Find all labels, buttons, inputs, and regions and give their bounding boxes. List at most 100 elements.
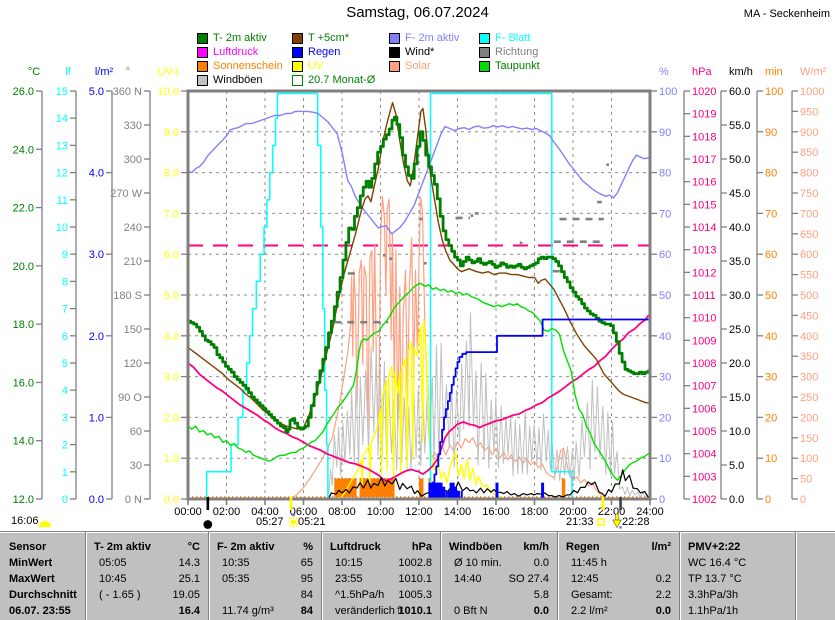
series-wind: [188, 469, 650, 500]
sunrise-sun-icon: [287, 513, 300, 528]
axis-value-min: 10: [765, 453, 777, 465]
axis-value-lm2: 0.0: [89, 494, 104, 506]
table-header-unit: °C: [187, 541, 200, 553]
table-separator: [795, 532, 797, 620]
axis-value-wm2: 200: [800, 412, 818, 424]
legend-item-wind-: Wind*: [389, 45, 459, 59]
table-cell-value: 0.0: [655, 605, 671, 617]
table-row-segment: 11:45 h: [557, 555, 679, 571]
table-row-segment: 05:05 14.3: [85, 555, 208, 571]
table-row-segment: 10:15 1002.8: [321, 555, 440, 571]
axis-value-wm2: 450: [800, 310, 818, 322]
half-sun-icon: [39, 521, 51, 527]
axis-value-lf: 10: [56, 222, 68, 234]
legend-column: T +5cm* Regen UV 20.7 Monat-Ø: [292, 31, 375, 87]
table-row-segment: 10:35 65: [208, 555, 321, 571]
axis-value-C: 12.0: [13, 494, 34, 506]
axis-unit-lf: lf: [65, 66, 71, 78]
table-row-segment: ( - 1.65 ) 19.05: [85, 587, 208, 603]
axis-value-deg: 330: [124, 120, 142, 132]
axis-value-lf: 11: [57, 195, 68, 207]
legend-column: T- 2m aktiv Luftdruck Sonnenschein Windböen: [197, 31, 283, 87]
axis-value-lf: 8: [62, 276, 68, 288]
sunset-time-a: 21:33: [566, 516, 594, 528]
axis-value-lf: 12: [56, 168, 68, 180]
table-header-name: F- 2m aktiv: [217, 541, 275, 553]
legend-item-t-2m-aktiv: T- 2m aktiv: [197, 31, 283, 45]
axis-value-wm2: 150: [800, 433, 818, 445]
axis-value-pct: 0: [659, 494, 665, 506]
x-tick-label: 16:00: [482, 506, 510, 518]
legend-column: F- Blatt Richtung Taupunkt: [479, 31, 540, 73]
axis-value-uv: 5.0: [164, 290, 179, 302]
legend-label: Luftdruck: [213, 46, 259, 58]
table-header-name: Windböen: [449, 541, 503, 553]
x-tick-label: 20:00: [559, 506, 587, 518]
legend-swatch-icon: [197, 46, 208, 58]
table-cell-value: 14.3: [178, 557, 200, 569]
sunshine-block: [334, 478, 357, 497]
axis-value-uv: 4.0: [164, 331, 179, 343]
x-tick-label: 18:00: [521, 506, 549, 518]
moonrise-time: 22:28: [622, 516, 650, 528]
axis-unit-kmh: km/h: [729, 66, 753, 78]
table-header-unit: km/h: [523, 541, 549, 553]
table-row-segment: 23:55 1010.1: [321, 571, 440, 587]
axis-value-wm2: 950: [800, 106, 818, 118]
direction-dot: [519, 241, 523, 245]
legend-swatch-icon: [389, 32, 400, 44]
sensor-summary-table: Sensor T- 2m aktiv °C F- 2m aktiv% Luftdruck…: [0, 531, 835, 620]
x-tick-label: 08:00: [328, 506, 356, 518]
legend-label: 20.7 Monat-Ø: [308, 74, 376, 86]
legend-swatch-icon: [479, 46, 490, 58]
table-row-segment: 10:45 25.1: [85, 571, 208, 587]
plot-border: [186, 89, 652, 501]
table-cell-value: 0.0: [533, 605, 549, 617]
table-cell-value: 84: [300, 605, 313, 617]
table-cell-time: ^1.5hPa/h: [335, 589, 385, 601]
legend-label: T +5cm*: [308, 32, 350, 44]
axis-value-hpa: 1013: [692, 245, 716, 257]
axis-value-uv: 3.0: [164, 372, 179, 384]
legend-column: F- 2m aktiv Wind* Solar: [389, 31, 459, 73]
rain-bar: [432, 482, 437, 499]
axis-value-uv: 10.0: [158, 86, 179, 98]
axis-value-hpa: 1012: [692, 267, 716, 279]
axis-value-wm2: 0: [800, 494, 806, 506]
axis-value-wm2: 500: [800, 290, 818, 302]
rain-bar: [541, 482, 545, 499]
direction-dot: [383, 254, 386, 257]
x-tick-label: 02:00: [213, 506, 241, 518]
axis-value-min: 40: [765, 331, 777, 343]
axis-value-deg: 360 N: [113, 86, 142, 98]
legend-label: Solar: [405, 60, 431, 72]
axis-value-wm2: 850: [800, 147, 818, 159]
axis-value-kmh: 60.0: [729, 86, 750, 98]
table-cell-value: SO 27.4: [508, 573, 549, 585]
table-row-segment: Windböen km/h: [440, 539, 557, 555]
axis-unit-deg: °: [126, 66, 130, 78]
series-t2m: [188, 115, 650, 434]
rain-bar: [454, 486, 458, 499]
table-row-segment: 1.1hPa/1h: [679, 603, 795, 619]
table-cell-value: 1010.1: [398, 605, 432, 617]
axis-value-min: 0: [765, 494, 771, 506]
table-header-unit: %: [303, 541, 313, 553]
axis-value-hpa: 1010: [692, 313, 716, 325]
axis-value-lf: 15: [56, 86, 68, 98]
axis-value-min: 80: [765, 168, 777, 180]
axis-value-wm2: 900: [800, 127, 818, 139]
axis-value-lf: 7: [62, 304, 68, 316]
axis-value-hpa: 1004: [692, 449, 716, 461]
legend-label: Windböen: [213, 74, 263, 86]
axis-value-C: 14.0: [13, 436, 34, 448]
axis-value-kmh: 5.0: [729, 460, 744, 472]
table-row-segment: 14:40 SO 27.4: [440, 571, 557, 587]
legend-swatch-icon: [292, 46, 303, 58]
table-cell-time: 05:35: [222, 573, 250, 585]
legend-label: Taupunkt: [495, 60, 540, 72]
legend-swatch-icon: [197, 60, 208, 72]
axis-value-kmh: 30.0: [729, 290, 750, 302]
